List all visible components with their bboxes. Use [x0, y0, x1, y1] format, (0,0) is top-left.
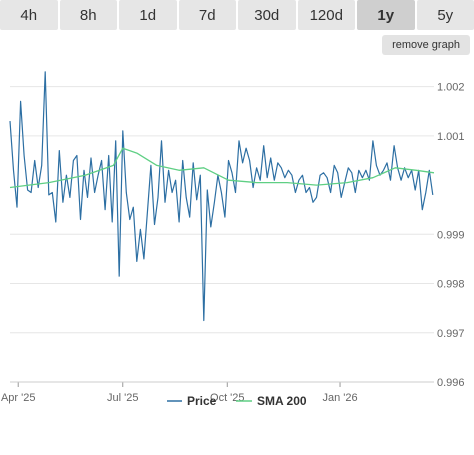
y-tick-label: 0.999: [437, 229, 465, 241]
timeframe-tab-1d[interactable]: 1d: [119, 0, 177, 30]
y-tick-label: 1.002: [437, 82, 465, 94]
y-tick-label: 0.998: [437, 279, 465, 291]
x-tick-label: Jan '26: [322, 392, 357, 404]
y-tick-label: 0.997: [437, 328, 465, 340]
timeframe-tab-7d[interactable]: 7d: [178, 0, 236, 30]
timeframe-tab-8h[interactable]: 8h: [59, 0, 117, 30]
sma-200-line: [9, 147, 435, 189]
timeframe-tab-5y[interactable]: 5y: [416, 0, 474, 30]
x-tick-label: Jul '25: [107, 392, 138, 404]
x-tick-label: Oct '25: [210, 392, 245, 404]
timeframe-tab-120d[interactable]: 120d: [297, 0, 355, 30]
x-tick-label: Apr '25: [1, 392, 36, 404]
y-tick-label: 1.001: [437, 131, 465, 143]
timeframe-tab-30d[interactable]: 30d: [238, 0, 296, 30]
timeframe-tabs: 4h 8h 1d 7d 30d 120d 1y 5y: [0, 0, 474, 30]
remove-graph-button[interactable]: remove graph: [382, 35, 470, 55]
y-tick-label: 0.996: [437, 377, 465, 389]
timeframe-tab-4h[interactable]: 4h: [0, 0, 58, 30]
timeframe-tab-1y[interactable]: 1y: [357, 0, 415, 30]
price-line: [9, 71, 434, 322]
legend-sma-label[interactable]: SMA 200: [257, 394, 307, 408]
legend-price-label[interactable]: Price: [187, 394, 217, 408]
